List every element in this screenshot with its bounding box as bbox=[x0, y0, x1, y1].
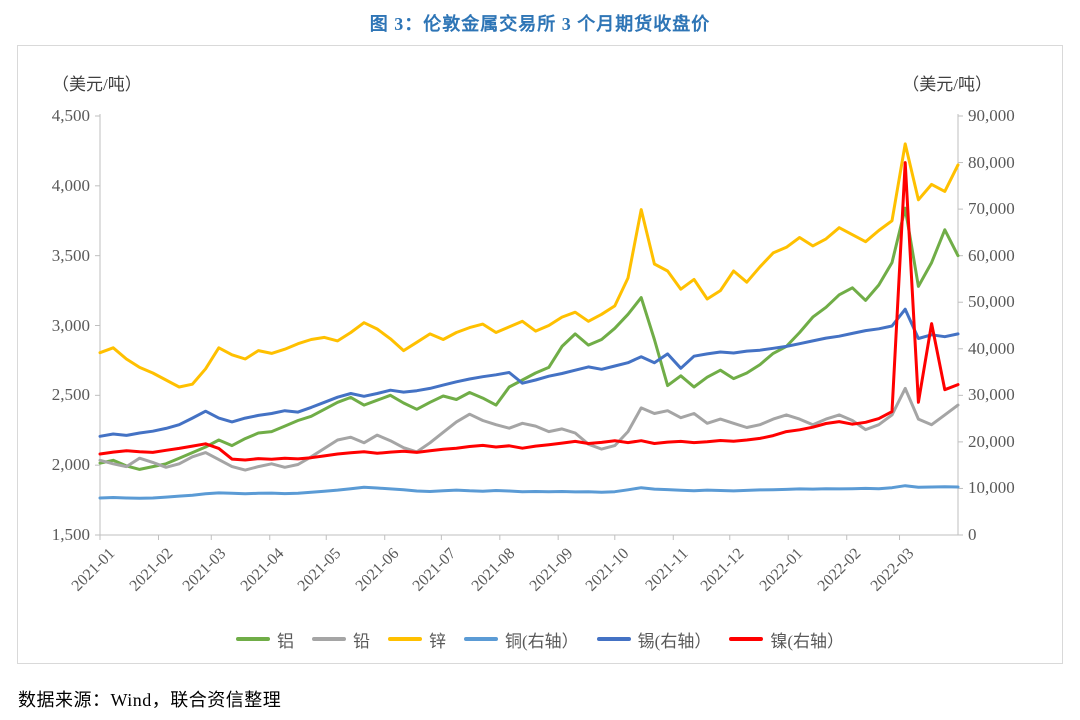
series-line-nickel bbox=[98, 161, 960, 462]
left-axis-label: 2,000 bbox=[51, 455, 90, 475]
right-axis-label: 60,000 bbox=[968, 245, 1015, 265]
legend-swatch-aluminum bbox=[235, 637, 270, 641]
right-axis-unit: （美元/吨） bbox=[902, 75, 992, 94]
left-axis-label: 1,500 bbox=[51, 525, 90, 544]
chart-title: 图 3：伦敦金属交易所 3 个月期货收盘价 bbox=[369, 14, 711, 34]
legend-item-copper: 铜(右轴） bbox=[463, 627, 579, 652]
right-axis-label: 90,000 bbox=[968, 106, 1015, 125]
right-axis-label: 70,000 bbox=[968, 199, 1015, 219]
left-axis-unit: （美元/吨） bbox=[52, 75, 142, 94]
right-axis-label: 10,000 bbox=[968, 478, 1015, 498]
right-axis-label: 40,000 bbox=[968, 338, 1015, 358]
legend-swatch-nickel bbox=[729, 637, 764, 641]
legend-item-nickel: 镍(右轴） bbox=[729, 627, 844, 652]
legend-label-tin: 锡(右轴） bbox=[637, 631, 712, 651]
legend-label-aluminum: 铝 bbox=[276, 631, 294, 651]
legend-item-lead: 铅 bbox=[311, 627, 370, 652]
right-axis-label: 30,000 bbox=[968, 385, 1015, 405]
left-axis-label: 4,000 bbox=[51, 175, 90, 195]
legend-item-zinc: 锌 bbox=[387, 627, 446, 652]
legend-item-tin: 锡(右轴） bbox=[596, 627, 712, 652]
right-axis-label: 20,000 bbox=[968, 431, 1015, 451]
right-axis-label: 50,000 bbox=[968, 292, 1015, 312]
legend-label-lead: 铅 bbox=[352, 631, 370, 651]
series-line-copper bbox=[98, 484, 960, 500]
source-note: 数据来源：Wind，联合资信整理 bbox=[18, 690, 282, 710]
series-line-zinc bbox=[98, 142, 960, 389]
left-axis-label: 3,500 bbox=[51, 245, 90, 265]
legend-swatch-copper bbox=[463, 637, 498, 641]
legend: 铝 铅 锌 铜(右轴） 锡(右轴） 镍(右轴） bbox=[0, 627, 1080, 651]
legend-label-copper: 铜(右轴） bbox=[504, 631, 579, 651]
left-axis-label: 3,000 bbox=[51, 315, 90, 335]
legend-label-nickel: 镍(右轴） bbox=[770, 631, 844, 651]
left-axis-label: 2,500 bbox=[51, 385, 90, 405]
series-line-tin bbox=[98, 307, 960, 438]
legend-item-aluminum: 铝 bbox=[235, 627, 294, 652]
chart-frame bbox=[17, 45, 1063, 664]
right-axis-label: 80,000 bbox=[968, 152, 1015, 172]
series-line-aluminum bbox=[98, 206, 960, 471]
legend-label-zinc: 锌 bbox=[428, 631, 446, 651]
legend-swatch-lead bbox=[311, 637, 346, 641]
legend-swatch-zinc bbox=[387, 637, 422, 641]
series-line-lead bbox=[98, 386, 960, 472]
right-axis-label: 0 bbox=[968, 525, 977, 544]
left-axis-label: 4,500 bbox=[51, 106, 90, 125]
legend-swatch-tin bbox=[596, 637, 631, 641]
